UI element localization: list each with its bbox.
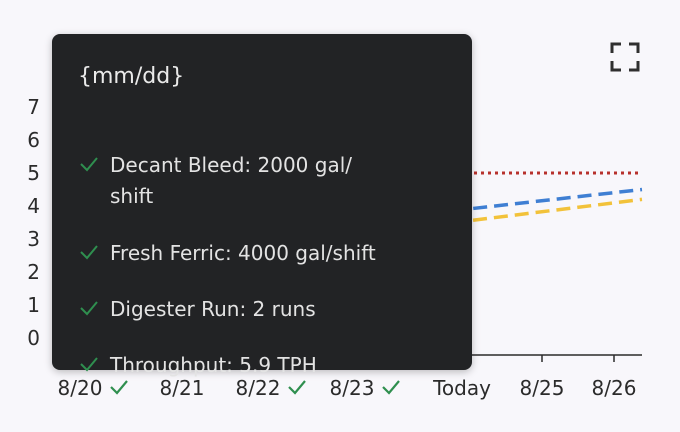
y-tick-label: 4 — [27, 194, 40, 218]
x-tick-label: 8/21 — [160, 376, 205, 400]
y-tick-label: 2 — [27, 260, 40, 284]
check-icon — [78, 150, 100, 212]
expand-icon — [610, 42, 640, 72]
tooltip-item-label: Decant Bleed: 2000 gal/ shift — [110, 153, 353, 208]
tooltip-item-decant-bleed: Decant Bleed: 2000 gal/ shift — [78, 150, 450, 212]
check-icon — [78, 350, 100, 381]
check-icon — [78, 238, 100, 269]
tooltip-item-label: Throughput: 5.9 TPH — [110, 353, 317, 377]
check-icon — [288, 380, 306, 395]
tooltip-item-label: Fresh Ferric: 4000 gal/shift — [110, 241, 376, 265]
x-tick-label: 8/20 — [58, 376, 103, 400]
y-tick-label: 1 — [27, 293, 40, 317]
check-icon — [78, 294, 100, 325]
chart-tooltip: {mm/dd} Decant Bleed: 2000 gal/ shift Fr… — [52, 34, 472, 377]
y-tick-label: 5 — [27, 161, 40, 185]
y-axis: 0 1 2 3 4 5 6 7 — [27, 95, 40, 350]
expand-button[interactable] — [606, 38, 644, 76]
tooltip-title: {mm/dd} — [78, 64, 185, 89]
y-tick-label: 0 — [27, 326, 40, 350]
x-tick-label: 8/23 — [330, 376, 375, 400]
y-tick-label: 7 — [27, 95, 40, 119]
y-tick-label: 6 — [27, 128, 40, 152]
tooltip-item-throughput: Throughput: 5.9 TPH — [78, 350, 450, 381]
x-tick-label: 8/22 — [236, 376, 281, 400]
tooltip-item-fresh-ferric: Fresh Ferric: 4000 gal/shift — [78, 238, 450, 269]
check-icon — [110, 380, 128, 395]
x-tick-label: 8/26 — [592, 376, 637, 400]
tooltip-item-digester-run: Digester Run: 2 runs — [78, 294, 450, 325]
check-icon — [382, 380, 400, 395]
x-tick-label: 8/25 — [520, 376, 565, 400]
tooltip-item-label: Digester Run: 2 runs — [110, 297, 316, 321]
y-tick-label: 3 — [27, 227, 40, 251]
x-tick-label: Today — [432, 376, 491, 400]
